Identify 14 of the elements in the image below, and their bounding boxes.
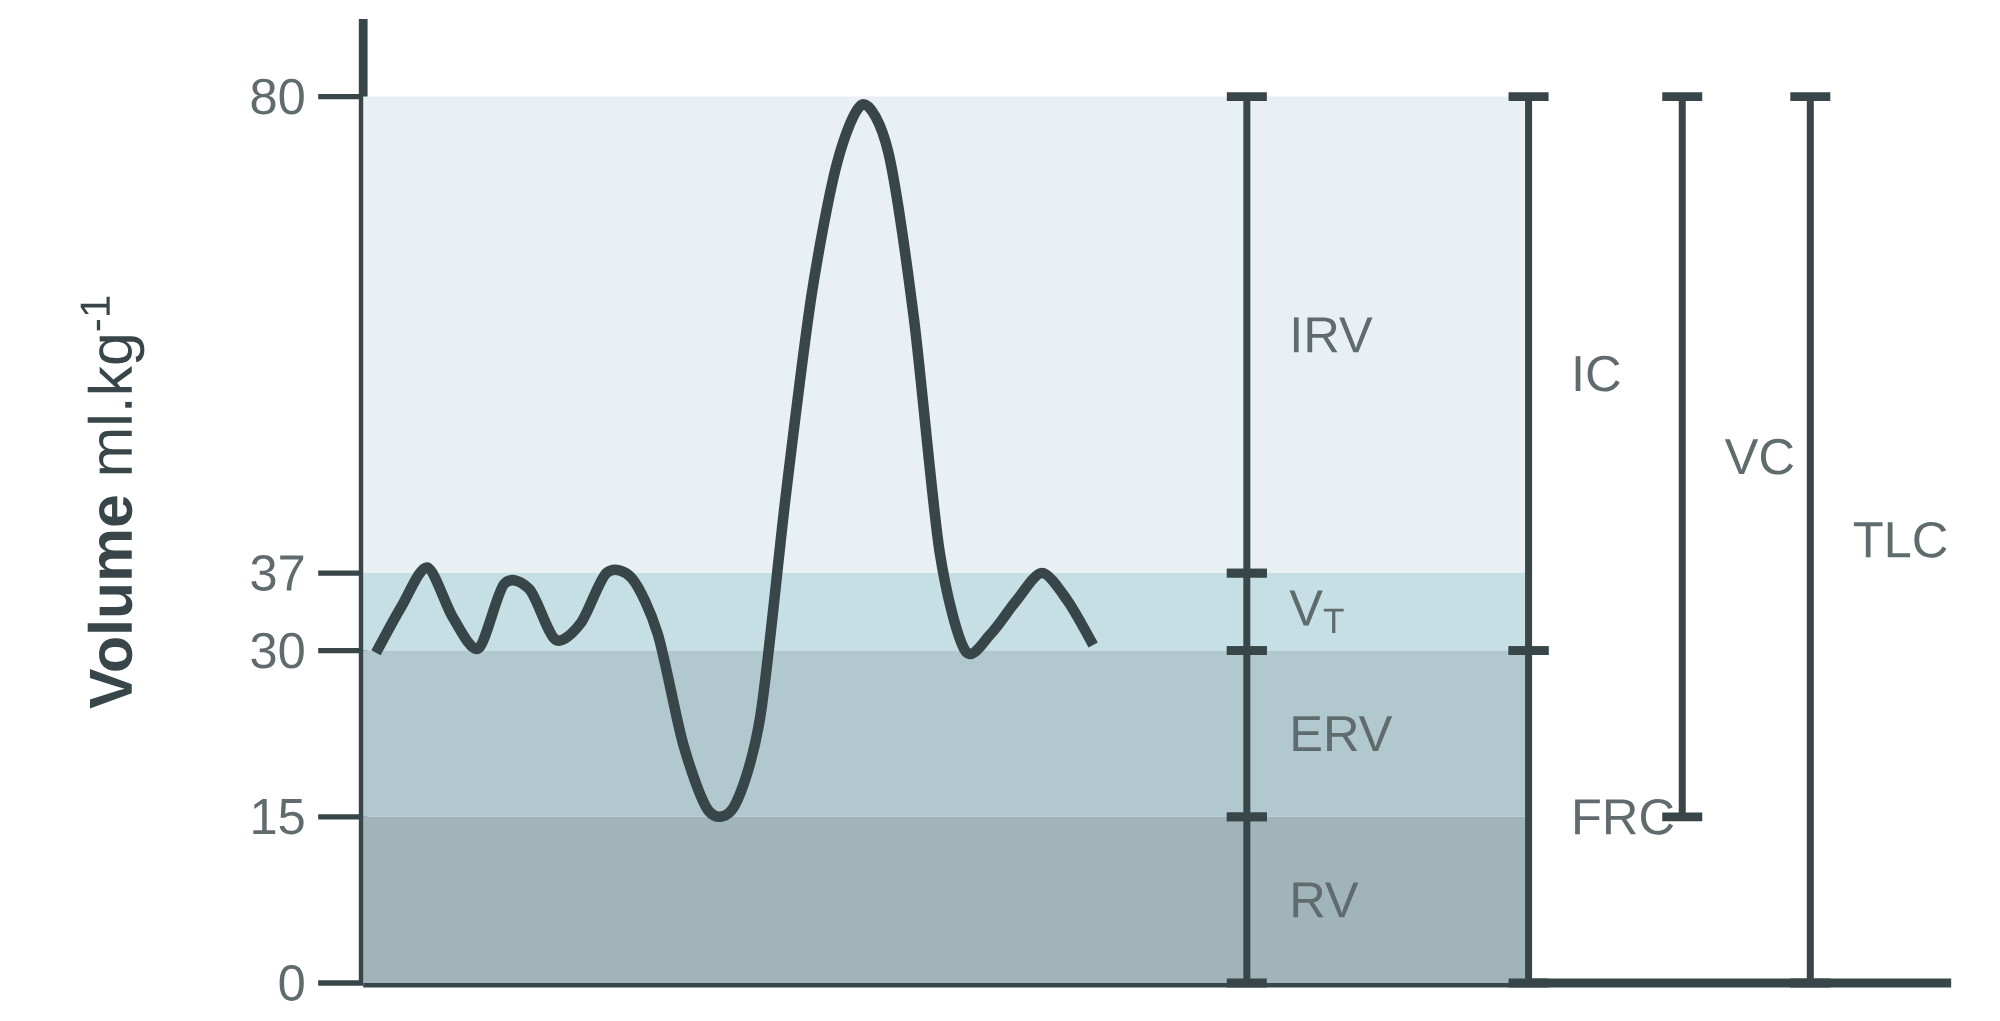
y-tick-label: 15 [253, 799, 304, 835]
y-tick-label: 80 [251, 78, 304, 115]
legend-label: FRC [1575, 798, 1674, 835]
series-label: IRV [1293, 317, 1373, 353]
y-tick-label: 37 [251, 555, 304, 591]
series-label: V$_{T}$ [1289, 590, 1344, 634]
series-label: ERV [1293, 716, 1393, 752]
series-label: IC [1575, 355, 1620, 392]
series-label: TLC [1853, 521, 1947, 558]
y-tick-label: 30 [251, 632, 304, 669]
series-label: VC [1724, 438, 1794, 475]
y-tick-label: 0 [279, 965, 304, 1001]
y-axis-title: Volume ml.kg$^{-1}$ [80, 296, 145, 709]
series-label: RV [1293, 882, 1359, 918]
